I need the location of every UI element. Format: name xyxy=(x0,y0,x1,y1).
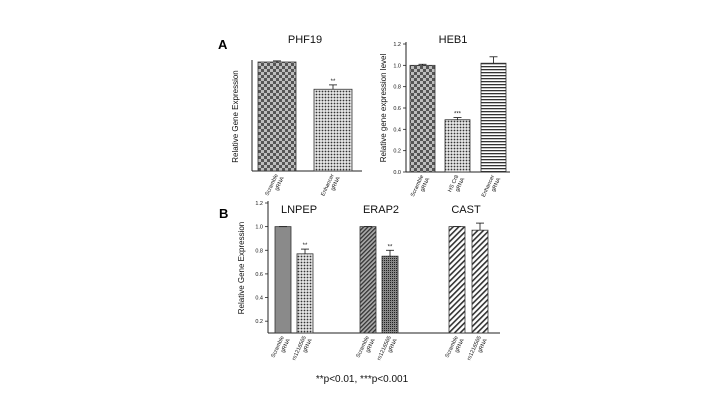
x-tick-label-line: gRNA xyxy=(274,176,286,192)
x-tick-label: rs1216565gRNA xyxy=(466,335,488,364)
group-title: ERAP2 xyxy=(363,204,399,216)
x-tick-label-line: gRNA xyxy=(491,177,503,193)
x-tick-label: ScramblegRNA xyxy=(265,173,286,200)
x-tick-label-line: gRNA xyxy=(280,338,292,354)
x-tick-label: rs1216565gRNA xyxy=(376,335,398,364)
bar xyxy=(409,64,436,173)
y-tick-label: 0.8 xyxy=(393,85,401,91)
x-tick-label: ScramblegRNA xyxy=(271,335,292,362)
bar xyxy=(359,226,377,334)
x-tick-label-line: gRNA xyxy=(330,176,342,192)
bar xyxy=(296,253,314,334)
x-tick-label-line: gRNA xyxy=(387,338,399,354)
y-axis-label: Relative Gene Expression xyxy=(237,222,246,315)
significance-marker: ** xyxy=(331,79,336,85)
x-tick-label-line: gRNA xyxy=(420,177,432,193)
x-tick-label: rs1216565gRNA xyxy=(291,335,313,364)
bar xyxy=(381,255,399,334)
y-tick-label: 1.0 xyxy=(393,63,401,69)
chart-phf19: Relative Gene Expression A PHF19 ScramblegR… xyxy=(218,34,362,200)
panel-label: B xyxy=(219,206,228,221)
bar xyxy=(471,229,489,334)
y-axis-label: Relative gene expression level xyxy=(379,54,388,163)
bar-group-lnpep: LNPEP ScramblegRNA ** rs1216565gRNA xyxy=(271,204,317,364)
x-tick-label: EnhancergRNA xyxy=(320,173,341,200)
bar xyxy=(313,88,353,172)
panel-label: A xyxy=(218,37,228,52)
significance-footnote: **p<0.01, ***p<0.001 xyxy=(316,374,409,385)
x-tick-label: ScramblegRNA xyxy=(445,335,466,362)
bar xyxy=(480,62,507,173)
y-tick-label: 0.4 xyxy=(393,127,401,133)
bar xyxy=(257,61,297,172)
chart-title: HEB1 xyxy=(439,34,468,46)
x-tick-label: HS Cr8gRNA xyxy=(447,174,466,196)
x-tick-label-line: gRNA xyxy=(365,338,377,354)
y-tick-label: 0.6 xyxy=(255,272,263,278)
x-tick-label-line: gRNA xyxy=(454,338,466,354)
significance-marker: ** xyxy=(303,243,308,249)
y-tick-label: 0.4 xyxy=(255,296,263,302)
y-tick-label: 0.8 xyxy=(255,248,263,254)
group-title: CAST xyxy=(451,204,481,216)
x-tick-label-line: gRNA xyxy=(455,177,467,193)
y-tick-label: 0.2 xyxy=(255,319,263,325)
significance-marker: ** xyxy=(388,244,393,250)
y-tick-label: 1.2 xyxy=(255,201,263,207)
y-tick-label: 0.0 xyxy=(393,170,401,176)
y-tick-label: 1.0 xyxy=(255,225,263,231)
chart-panel-b: 0.2 0.4 0.6 0.8 1.0 1.2 Relative Gene Expressi… xyxy=(219,201,500,364)
chart-heb1: 0.0 0.2 0.4 0.6 0.8 1.0 1.2 Relative gene expre… xyxy=(379,34,510,201)
x-tick-label: EnhancergRNA xyxy=(481,174,502,201)
x-tick-label: ScramblegRNA xyxy=(356,335,377,362)
bar xyxy=(274,226,292,334)
group-title: LNPEP xyxy=(281,204,317,216)
x-tick-label-line: gRNA xyxy=(302,338,314,354)
x-tick-label-line: gRNA xyxy=(477,338,489,354)
chart-title: PHF19 xyxy=(288,34,322,46)
bar-group-cast: CAST ScramblegRNA rs1216565gRNA xyxy=(445,204,489,364)
bar-group-erap2: ERAP2 ScramblegRNA ** rs1216565gRNA xyxy=(356,204,399,364)
x-tick-label: ScramblegRNA xyxy=(410,174,431,201)
y-axis-label: Relative Gene Expression xyxy=(231,70,240,163)
significance-marker: *** xyxy=(454,112,462,118)
y-tick-label: 1.2 xyxy=(393,42,401,48)
y-tick-label: 0.6 xyxy=(393,106,401,112)
y-tick-label: 0.2 xyxy=(393,149,401,155)
bar xyxy=(448,226,466,334)
bar xyxy=(444,119,471,173)
